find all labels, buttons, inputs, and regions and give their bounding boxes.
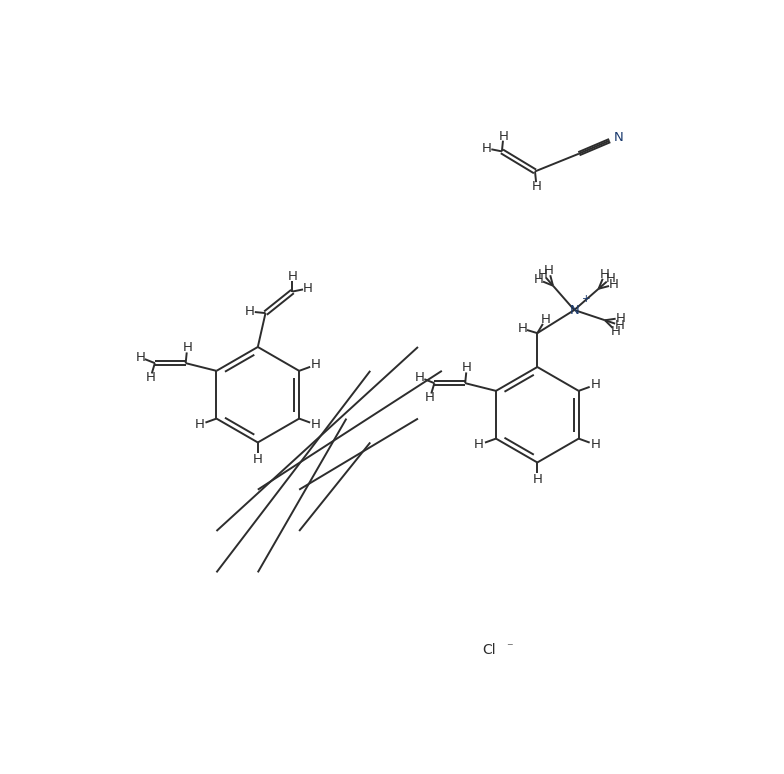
Text: N: N (569, 303, 579, 317)
Text: +: + (582, 294, 590, 304)
Text: H: H (253, 453, 263, 466)
Text: H: H (136, 351, 146, 364)
Text: H: H (194, 418, 205, 431)
Text: H: H (532, 180, 542, 194)
Text: H: H (425, 392, 435, 405)
Text: H: H (590, 438, 601, 451)
Text: Cl: Cl (482, 643, 495, 657)
Text: H: H (590, 378, 601, 391)
Text: H: H (311, 358, 321, 372)
Text: N: N (614, 131, 624, 144)
Text: H: H (615, 312, 625, 324)
Text: H: H (517, 322, 528, 335)
Text: H: H (245, 305, 255, 318)
Text: H: H (615, 319, 625, 331)
Text: H: H (540, 313, 550, 327)
Text: H: H (605, 272, 615, 285)
Text: H: H (532, 473, 543, 486)
Text: H: H (538, 268, 548, 281)
Text: H: H (416, 371, 425, 384)
Text: H: H (146, 372, 155, 385)
Text: H: H (474, 438, 484, 451)
Text: H: H (600, 268, 609, 281)
Text: H: H (462, 361, 472, 375)
Text: H: H (499, 129, 508, 142)
Text: H: H (482, 142, 492, 155)
Text: H: H (608, 279, 619, 291)
Text: H: H (303, 282, 313, 295)
Text: H: H (182, 341, 192, 354)
Text: H: H (311, 418, 321, 431)
Text: H: H (611, 324, 621, 337)
Text: H: H (288, 269, 297, 283)
Text: H: H (534, 273, 543, 286)
Text: ⁻: ⁻ (506, 641, 513, 654)
Text: H: H (544, 264, 554, 277)
